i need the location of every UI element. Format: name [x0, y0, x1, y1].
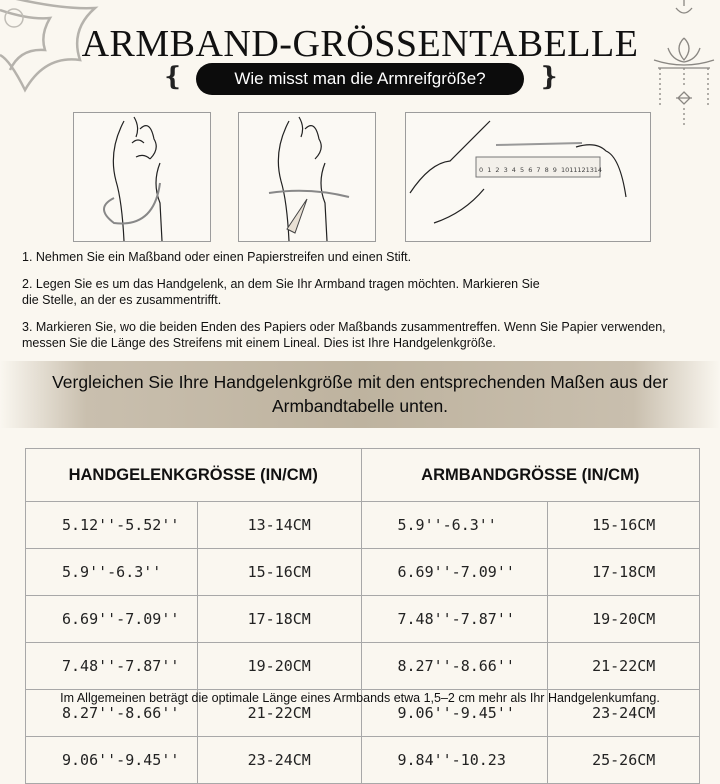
- ruler-number: 5: [520, 166, 524, 174]
- wrist-cm: 17-18CM: [196, 595, 362, 643]
- illustration-mark-wrist: [238, 112, 376, 242]
- page-title: ARMBAND-GRÖSSENTABELLE: [81, 23, 639, 65]
- ruler-number: 4: [512, 166, 516, 174]
- bracelet-cm: 21-22CM: [547, 642, 700, 690]
- bracelet-cm: 17-18CM: [547, 548, 700, 596]
- step-3-line-2: messen Sie die Länge des Streifens mit e…: [22, 336, 496, 350]
- ruler-number: 14: [594, 166, 602, 174]
- subtitle-pill: Wie misst man die Armreifgröße?: [196, 63, 524, 95]
- ruler-number: 11: [569, 166, 577, 174]
- ruler-number: 2: [495, 166, 499, 174]
- wrist-inches: 5.12''-5.52'': [25, 501, 198, 549]
- lotus-mandala-icon: [0, 0, 99, 93]
- bracelet-inches: 6.69''-7.09'': [360, 548, 549, 596]
- banner-line-1: Vergleichen Sie Ihre Handgelenkgröße mit…: [52, 372, 668, 392]
- header-bracelet-size: ARMBANDGRÖSSE (IN/CM): [360, 448, 700, 502]
- ruler-number: 1: [487, 166, 491, 174]
- compare-banner-text: Vergleichen Sie Ihre Handgelenkgröße mit…: [0, 370, 720, 418]
- wrist-inches: 9.06''-9.45'': [25, 736, 198, 784]
- flourish-left-icon: ❴: [162, 62, 184, 92]
- bracelet-cm: 19-20CM: [547, 595, 700, 643]
- size-table: HANDGELENKGRÖSSE (IN/CM) ARMBANDGRÖSSE (…: [25, 448, 700, 784]
- ruler-number: 13: [586, 166, 594, 174]
- step-2-line-2: die Stelle, an der es zusammentrifft.: [22, 293, 222, 307]
- ruler-number: 8: [545, 166, 549, 174]
- ruler-number: 12: [577, 166, 585, 174]
- wrist-inches: 6.69''-7.09'': [25, 595, 198, 643]
- table-header-row: HANDGELENKGRÖSSE (IN/CM) ARMBANDGRÖSSE (…: [25, 448, 700, 502]
- table-row: 7.48''-7.87'' 19-20CM 8.27''-8.66'' 21-22CM: [25, 642, 700, 690]
- wrist-cm: 13-14CM: [196, 501, 362, 549]
- illustration-wrap-wrist: [73, 112, 211, 242]
- ruler-number: 6: [528, 166, 532, 174]
- ruler-number: 7: [536, 166, 540, 174]
- bracelet-inches: 9.84''-10.23: [360, 736, 549, 784]
- step-1: 1. Nehmen Sie ein Maßband oder einen Pap…: [22, 250, 412, 264]
- wrist-inches: 7.48''-7.87'': [25, 642, 198, 690]
- step-2-line-1: 2. Legen Sie es um das Handgelenk, an de…: [22, 277, 540, 291]
- ruler-number: 10: [561, 166, 569, 174]
- table-row: 9.06''-9.45'' 23-24CM 9.84''-10.23 25-26CM: [25, 736, 700, 784]
- footer-note: Im Allgemeinen beträgt die optimale Läng…: [60, 691, 660, 705]
- bracelet-cm: 15-16CM: [547, 501, 700, 549]
- illustration-ruler: 0 1 2 3 4 5 6 7 8 9 10 11 12 13 14: [405, 112, 651, 242]
- wrist-cm: 23-24CM: [196, 736, 362, 784]
- step-3-line-1: 3. Markieren Sie, wo die beiden Enden de…: [22, 320, 666, 334]
- bracelet-inches: 5.9''-6.3'': [360, 501, 549, 549]
- header-wrist-size: HANDGELENKGRÖSSE (IN/CM): [25, 448, 362, 502]
- wrist-cm: 15-16CM: [196, 548, 362, 596]
- ruler-number: 3: [504, 166, 508, 174]
- bracelet-inches: 7.48''-7.87'': [360, 595, 549, 643]
- flourish-right-icon: ❵: [538, 62, 560, 92]
- wrist-inches: 5.9''-6.3'': [25, 548, 198, 596]
- hanging-lotus-icon: [653, 0, 715, 128]
- table-row: 5.12''-5.52'' 13-14CM 5.9''-6.3'' 15-16CM: [25, 501, 700, 549]
- ruler-number: 9: [553, 166, 557, 174]
- bracelet-cm: 25-26CM: [547, 736, 700, 784]
- wrist-cm: 19-20CM: [196, 642, 362, 690]
- table-row: 6.69''-7.09'' 17-18CM 7.48''-7.87'' 19-20CM: [25, 595, 700, 643]
- bracelet-inches: 8.27''-8.66'': [360, 642, 549, 690]
- banner-line-2: Armbandtabelle unten.: [271, 396, 449, 416]
- ruler-number: 0: [479, 166, 483, 174]
- compare-banner: [0, 361, 720, 428]
- table-row: 5.9''-6.3'' 15-16CM 6.69''-7.09'' 17-18CM: [25, 548, 700, 596]
